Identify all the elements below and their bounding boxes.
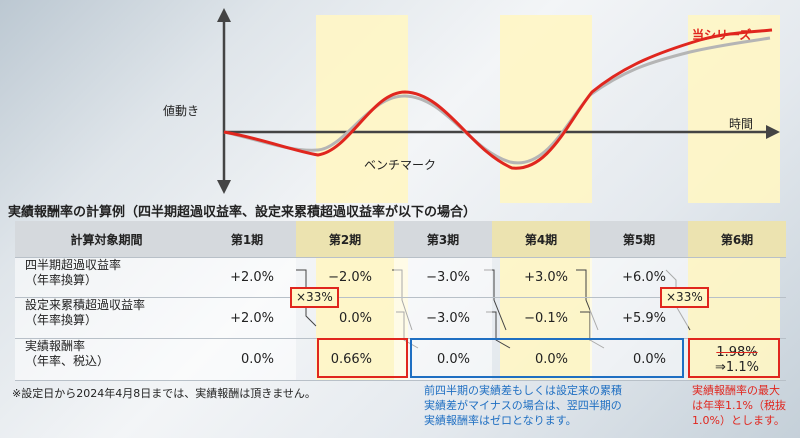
highlight-band-period-6 <box>688 15 780 203</box>
table-cell: 0.66% <box>296 339 394 381</box>
footnote: ※設定日から2024年4月8日までは、実績報酬は頂きません。 <box>12 387 316 400</box>
blue-note: 前四半期の実績差もしくは設定来の累積 実績差がマイナスの場合は、翌四半期の 実績… <box>424 383 622 428</box>
table-cell: −3.0% <box>394 298 492 339</box>
benchmark-label: ベンチマーク <box>364 158 437 172</box>
header-period-2: 第2期 <box>296 221 394 258</box>
highlight-band-period-4 <box>500 15 592 203</box>
x-axis-arrow <box>766 125 780 139</box>
table-cell: +3.0% <box>492 258 590 298</box>
header-period-3: 第3期 <box>394 221 492 258</box>
table-cell: +2.0% <box>198 258 296 298</box>
red-note-line-3: 1.0%）とします。 <box>692 414 785 427</box>
table-cell: 0.0% <box>590 339 688 381</box>
period-2-fee-box <box>317 338 408 378</box>
red-note-line-1: 実績報酬率の最大 <box>692 384 780 397</box>
table-title: 実績報酬率の計算例（四半期超過収益率、設定来累積超過収益率が以下の場合） <box>8 205 477 220</box>
row-label-fee-rate-main: 実績報酬率 <box>25 339 86 353</box>
zero-fee-periods-box <box>410 338 684 378</box>
row-label-quarterly-sub: （年率換算） <box>25 273 98 287</box>
header-period-5: 第5期 <box>590 221 688 258</box>
blue-note-line-3: 実績報酬率はゼロとなります。 <box>424 414 577 427</box>
blue-note-line-1: 前四半期の実績差もしくは設定来の累積 <box>424 384 622 397</box>
x-axis-label: 時間 <box>729 117 754 131</box>
row-label-quarterly: 四半期超過収益率 （年率換算） <box>15 258 198 298</box>
period-6-old-value: 1.98% <box>716 344 758 360</box>
header-period-6: 第6期 <box>688 221 786 258</box>
table-cell: −3.0% <box>394 258 492 298</box>
highlight-band-period-2 <box>316 15 408 203</box>
y-axis-label: 値動き <box>163 104 200 118</box>
series-line <box>223 28 773 170</box>
table-cell: +2.0% <box>198 298 296 339</box>
highlight-column-period-2 <box>316 258 408 381</box>
header-period-4: 第4期 <box>492 221 590 258</box>
period-6-fee-box <box>688 338 780 378</box>
multiplier-badge-2: ×33% <box>660 287 709 308</box>
table-cell: 0.0% <box>492 339 590 381</box>
highlight-column-period-6 <box>688 258 780 381</box>
flow-arrow-1 <box>296 269 307 292</box>
header-label: 計算対象期間 <box>15 221 198 258</box>
multiplier-badge-1: ×33% <box>290 287 339 308</box>
benchmark-line <box>223 36 771 165</box>
row-label-quarterly-main: 四半期超過収益率 <box>25 258 122 272</box>
red-note: 実績報酬率の最大 は年率1.1%（税抜 1.0%）とします。 <box>692 383 786 428</box>
flow-arrow-2 <box>305 306 317 327</box>
y-axis-arrow-up <box>217 8 231 22</box>
calc-table: 計算対象期間 第1期 第2期 第3期 第4期 第5期 第6期 四半期超過収益率 … <box>15 221 786 381</box>
row-label-fee-rate: 実績報酬率 （年率、税込） <box>15 339 198 381</box>
series-label: 当シリーズ <box>692 28 752 42</box>
header-period-1: 第1期 <box>198 221 296 258</box>
row-label-cumulative-sub: （年率換算） <box>25 313 98 327</box>
table-cell: 0.0% <box>198 339 296 381</box>
blue-note-line-2: 実績差がマイナスの場合は、翌四半期の <box>424 399 622 412</box>
row-label-cumulative: 設定来累積超過収益率 （年率換算） <box>15 298 198 339</box>
row-label-fee-rate-sub: （年率、税込） <box>25 354 110 368</box>
table-cell <box>688 258 786 298</box>
period-6-new-value: ⇒1.1% <box>715 359 759 375</box>
y-axis-arrow-down <box>217 180 231 194</box>
table-cell: −2.0% <box>296 258 394 298</box>
red-note-line-2: は年率1.1%（税抜 <box>692 399 786 412</box>
highlight-column-period-4 <box>500 258 592 381</box>
table-cell: −0.1% <box>492 298 590 339</box>
row-label-cumulative-main: 設定来累積超過収益率 <box>25 298 146 312</box>
table-cell-period-6-fee: 1.98% ⇒1.1% <box>688 339 786 381</box>
